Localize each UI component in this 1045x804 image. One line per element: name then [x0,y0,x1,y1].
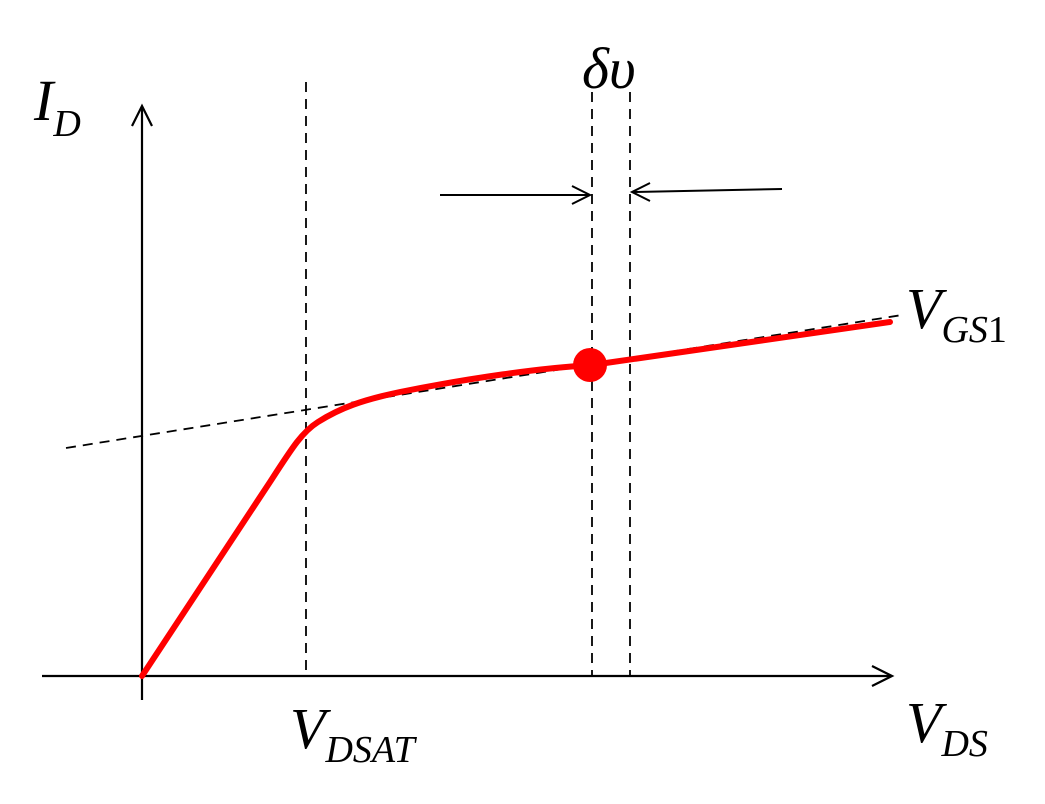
guide-lines [65,82,903,676]
id-vds-curve [139,319,893,679]
y-axis-arrowhead [131,103,153,127]
x-axis-label: VDS [906,690,988,765]
delta-arrows [440,182,783,205]
left-pointing-arrow-icon [629,182,651,202]
operating-point-dot [573,348,607,382]
axes [42,103,895,700]
delta-label: δυ [582,36,636,101]
delta-right-arrow-shaft [633,188,783,193]
vdsat-label: VDSAT [290,696,418,771]
x-axis-arrowhead [871,665,895,687]
y-axis-label: ID [33,68,81,145]
right-pointing-arrow-icon [571,185,593,205]
saturation-tangent-dashed-line [65,314,903,449]
vgs-curve-label: VGS1 [906,276,1007,351]
